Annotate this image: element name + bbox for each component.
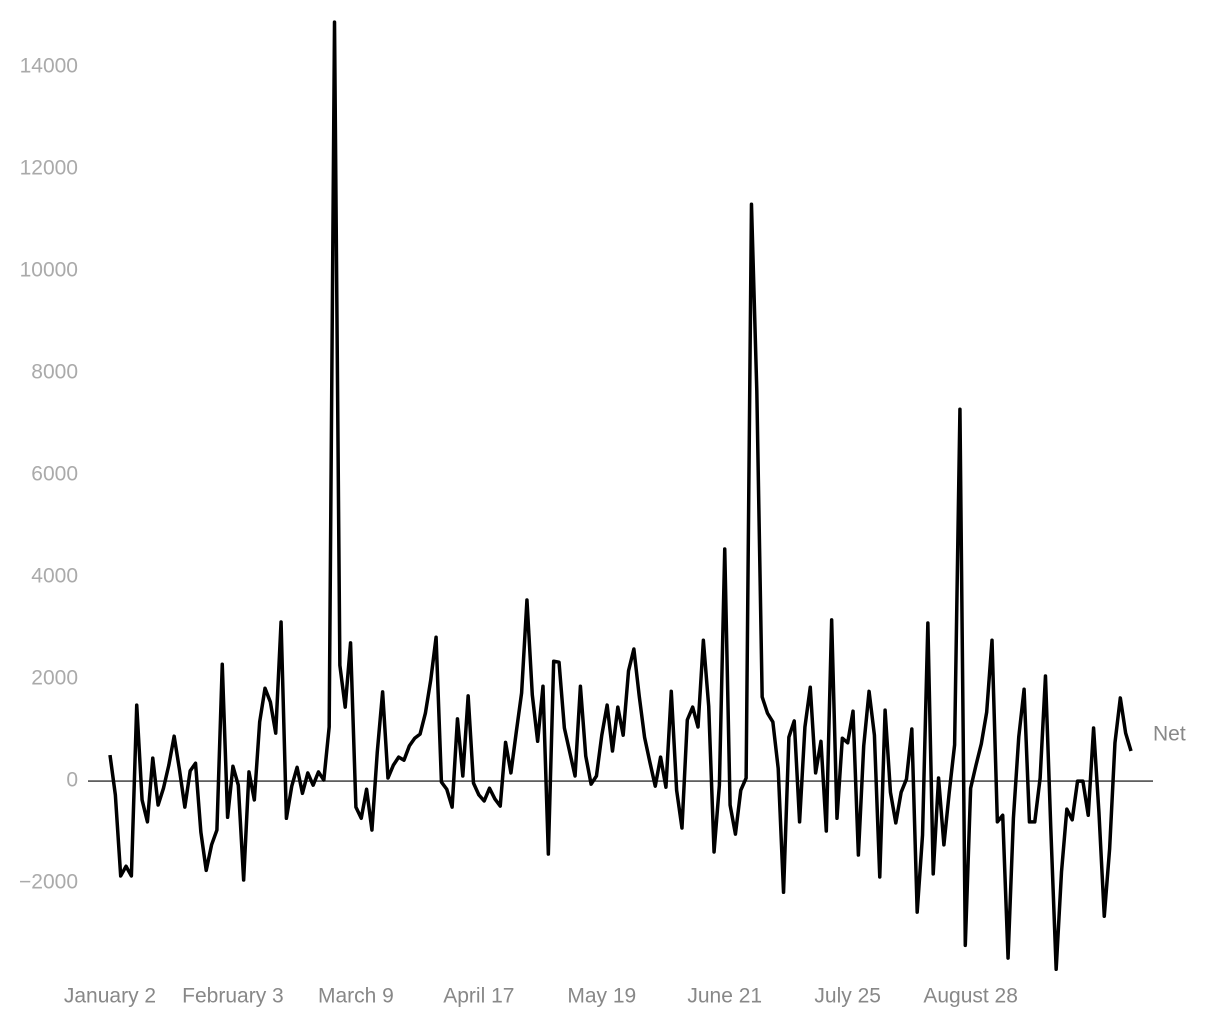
y-tick-label: 0 — [66, 769, 78, 792]
y-tick-label: 2000 — [31, 667, 78, 690]
line-series — [108, 20, 1133, 972]
y-tick-label: 14000 — [20, 55, 78, 78]
x-tick-label: August 28 — [923, 985, 1018, 1008]
y-tick-label: 6000 — [31, 463, 78, 486]
y-tick-label: −2000 — [19, 871, 78, 894]
x-tick-label: June 21 — [687, 985, 762, 1008]
x-tick-label: March 9 — [318, 985, 394, 1008]
y-tick-label: 10000 — [20, 259, 78, 282]
x-tick-label: July 25 — [814, 985, 881, 1008]
x-tick-label: April 17 — [443, 985, 514, 1008]
series-label: Net — [1153, 723, 1186, 746]
x-tick-label: February 3 — [182, 985, 284, 1008]
x-tick-label: May 19 — [567, 985, 636, 1008]
y-tick-label: 8000 — [31, 361, 78, 384]
y-tick-label: 12000 — [20, 157, 78, 180]
x-tick-label: January 2 — [64, 985, 156, 1008]
y-tick-label: 4000 — [31, 565, 78, 588]
